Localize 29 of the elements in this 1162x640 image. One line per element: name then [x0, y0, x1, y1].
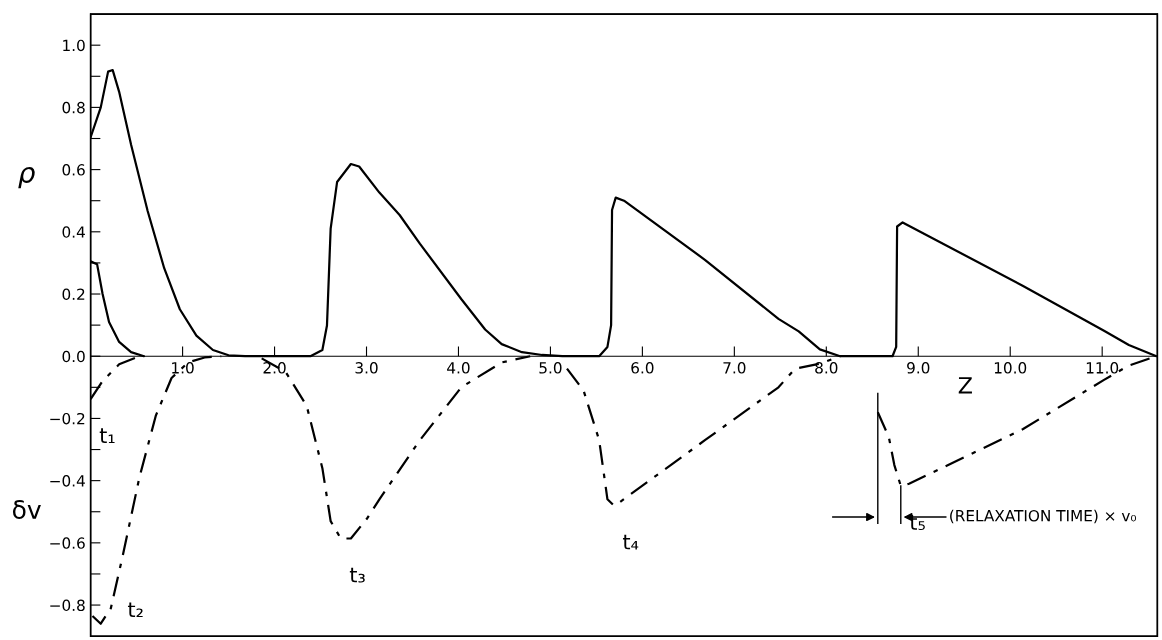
y-tick-label: −0.4 — [50, 475, 85, 487]
y-tick-label: 0.0 — [62, 350, 85, 363]
x-tick-label: 7.0 — [723, 362, 746, 374]
y-tick-label: 0.8 — [62, 101, 85, 114]
y-axis-title: ρ — [18, 166, 35, 189]
x-tick-label: 11.0 — [1086, 362, 1119, 374]
y-tick-label: 0.2 — [62, 288, 85, 301]
x-tick-label: 6.0 — [631, 362, 654, 374]
x-tick-label: 8.0 — [815, 362, 838, 374]
x-tick-label: 10.0 — [994, 362, 1027, 374]
x-tick-label: 9.0 — [907, 362, 930, 374]
annotation: t₂ — [127, 602, 143, 618]
x-tick-label: 4.0 — [447, 362, 470, 374]
annotation: t₃ — [349, 567, 365, 583]
x-tick-label: 1.0 — [172, 362, 194, 374]
y-tick-label: −0.2 — [50, 412, 85, 425]
y-tick-label: −0.8 — [50, 599, 85, 612]
x-tick-label: 3.0 — [355, 362, 378, 374]
y-tick-label: 0.4 — [62, 226, 85, 238]
x-tick-label: 2.0 — [263, 362, 286, 374]
x-tick-label: 5.0 — [539, 362, 562, 374]
y-tick-label: 0.6 — [62, 164, 85, 176]
y-tick-label: −0.6 — [50, 537, 85, 549]
annotation: t₁ — [99, 428, 115, 444]
text: δv — [12, 500, 41, 519]
x-axis-title: Z — [958, 377, 972, 394]
annotation: (RELAXATION TIME) × v₀ — [950, 509, 1136, 524]
annotation: t₄ — [622, 534, 639, 550]
y-tick-label: 1.0 — [63, 39, 85, 52]
